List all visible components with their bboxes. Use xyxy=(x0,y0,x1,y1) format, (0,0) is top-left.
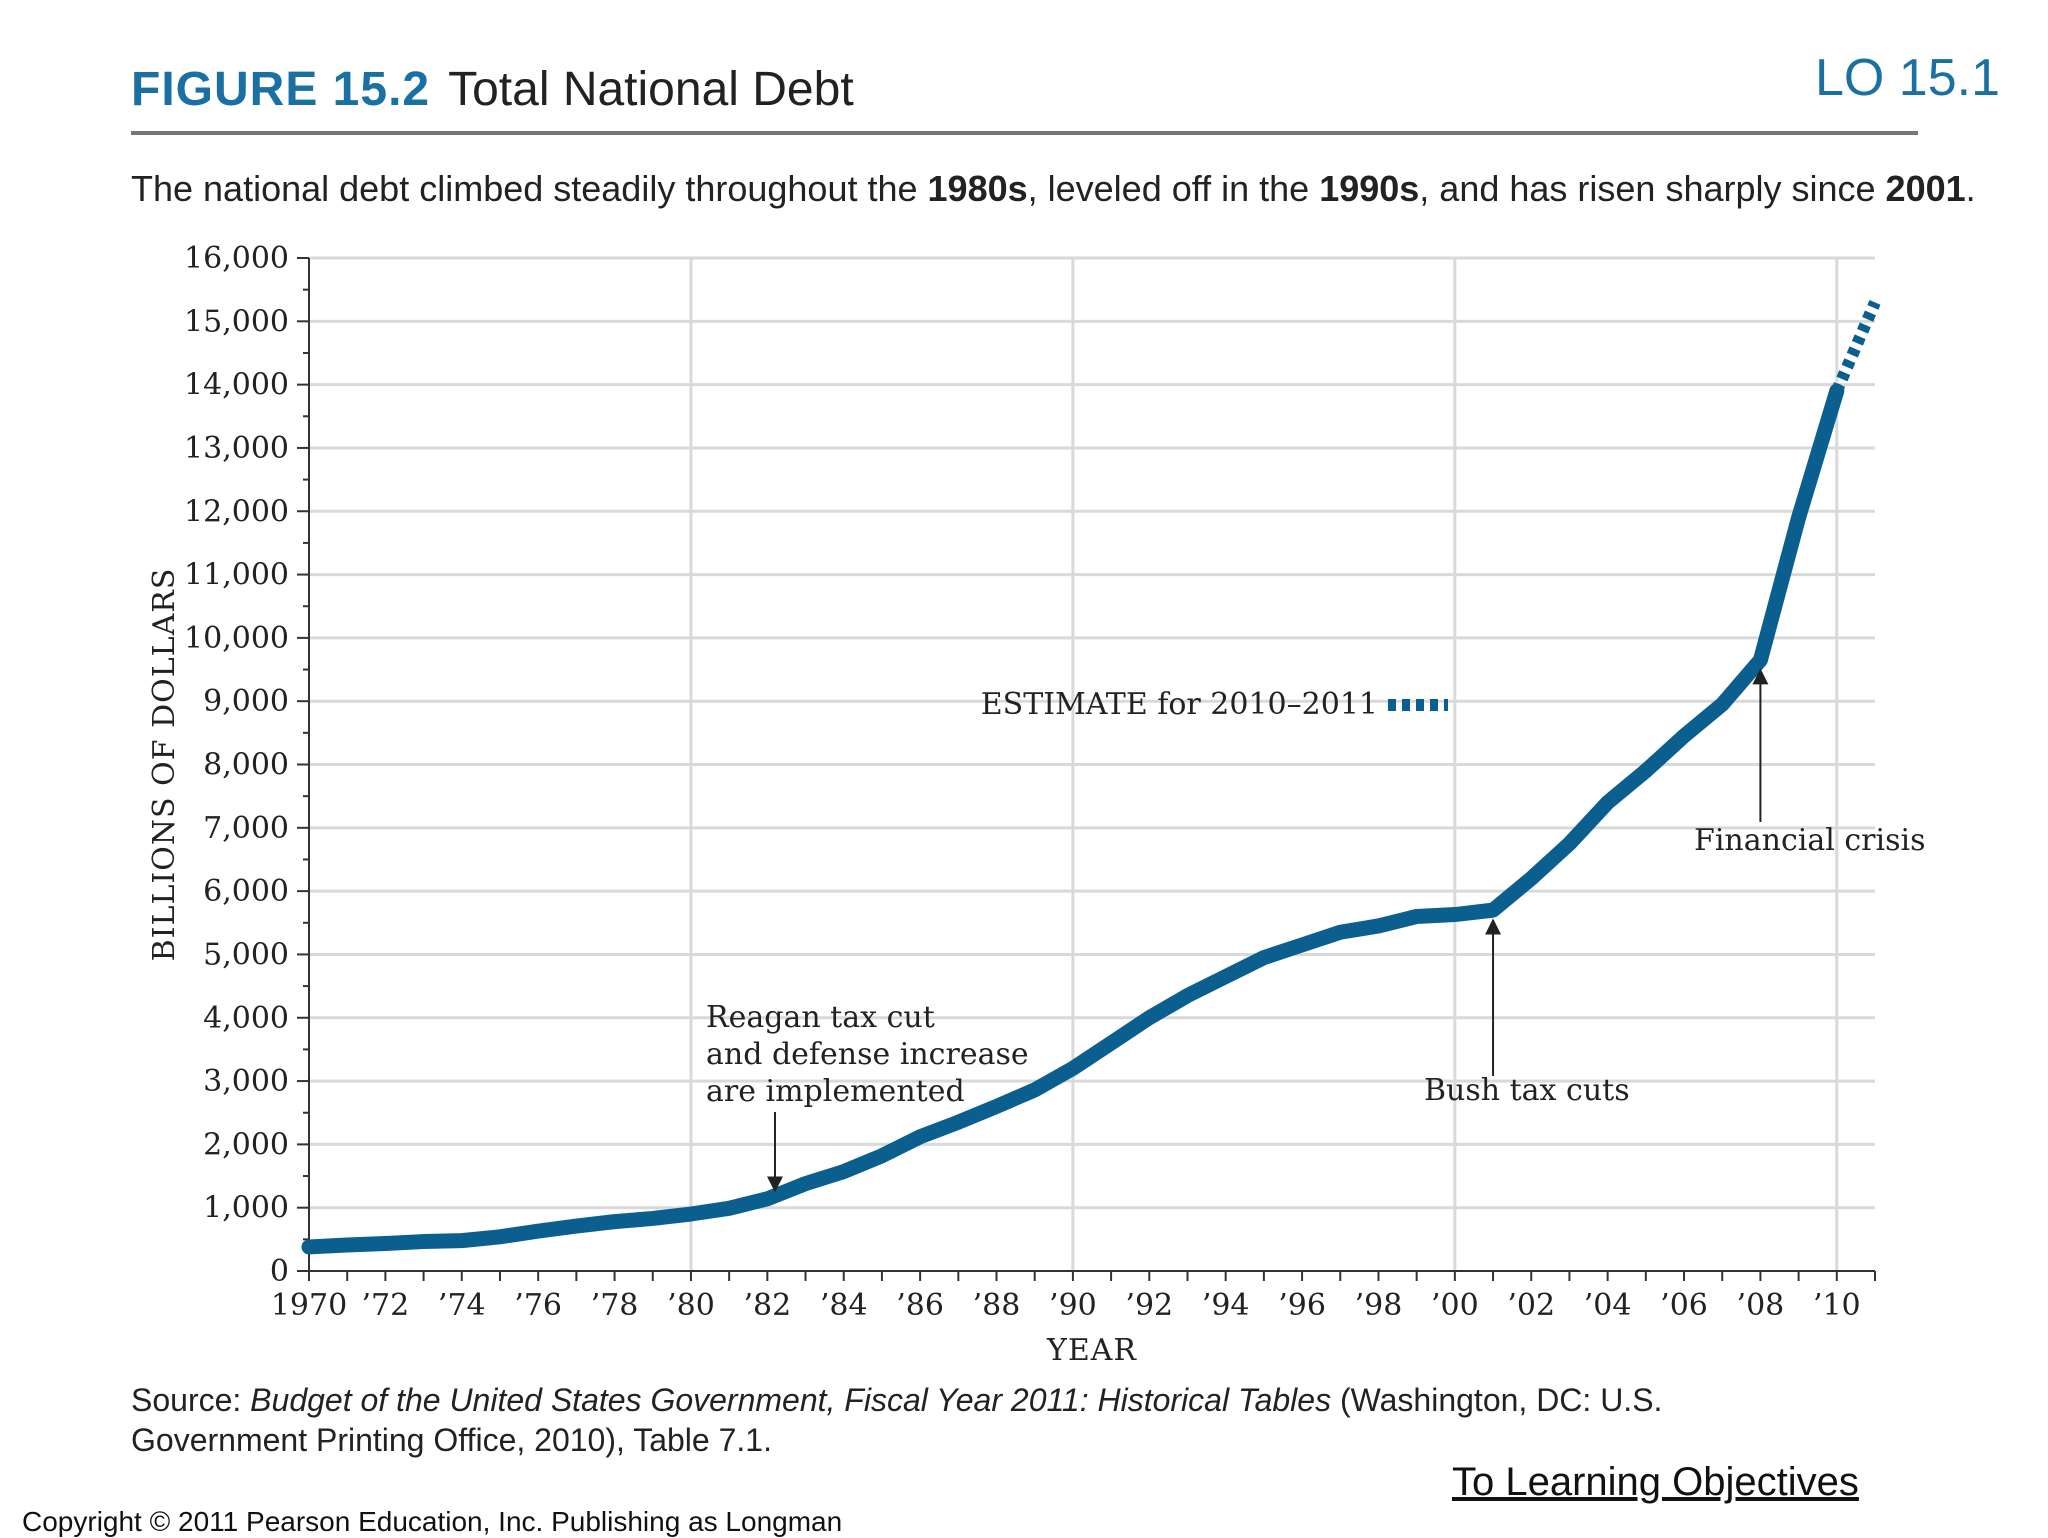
lo-label: LO 15.1 xyxy=(1814,49,2000,107)
x-tick-label: ’74 xyxy=(438,1288,486,1323)
heading-rule xyxy=(131,131,1918,135)
subtitle-part: 1980s xyxy=(927,168,1028,209)
subtitle-part: , and has risen sharply since xyxy=(1419,168,1886,209)
y-tick-label: 5,000 xyxy=(203,937,289,972)
figure-subtitle: The national debt climbed steadily throu… xyxy=(131,168,1976,210)
figure-heading: FIGURE 15.2 Total National Debt xyxy=(131,62,854,117)
x-tick-label: 1970 xyxy=(271,1288,347,1323)
figure-title: Total National Debt xyxy=(448,63,854,116)
copyright-notice: Copyright © 2011 Pearson Education, Inc.… xyxy=(22,1506,843,1537)
y-tick-label: 13,000 xyxy=(184,431,289,466)
x-tick-label: ’86 xyxy=(896,1288,944,1323)
x-tick-label: ’08 xyxy=(1737,1288,1785,1323)
x-tick-label: ’06 xyxy=(1660,1288,1708,1323)
subtitle-part: . xyxy=(1965,168,1976,209)
x-tick-label: ’10 xyxy=(1813,1288,1861,1323)
y-tick-label: 16,000 xyxy=(184,241,289,276)
y-tick-label: 15,000 xyxy=(184,304,289,339)
y-tick-label: 8,000 xyxy=(203,748,289,783)
y-tick-label: 4,000 xyxy=(203,1001,289,1036)
learning-objectives-link[interactable]: To Learning Objectives xyxy=(1452,1460,1859,1504)
y-tick-label: 3,000 xyxy=(203,1064,289,1099)
y-tick-label: 6,000 xyxy=(203,874,289,909)
x-tick-label: ’92 xyxy=(1125,1288,1173,1323)
source-title: Budget of the United States Government, … xyxy=(250,1382,1332,1418)
estimate-series-line xyxy=(1831,299,1881,394)
source-line2: Government Printing Office, 2010), Table… xyxy=(131,1422,772,1458)
debt-series-line xyxy=(301,383,1845,1255)
x-tick-label: ’78 xyxy=(591,1288,639,1323)
x-tick-label: ’98 xyxy=(1355,1288,1403,1323)
subtitle-part: 2001 xyxy=(1885,168,1966,209)
source-prefix: Source: xyxy=(131,1382,251,1418)
x-tick-label: ’82 xyxy=(743,1288,791,1323)
annotation-bush-text: Bush tax cuts xyxy=(1424,1073,1630,1108)
y-tick-label: 12,000 xyxy=(184,494,289,529)
y-tick-label: 7,000 xyxy=(203,811,289,846)
source-citation: Source: Budget of the United States Gove… xyxy=(131,1380,1662,1460)
x-tick-label: ’88 xyxy=(973,1288,1021,1323)
x-tick-label: ’76 xyxy=(514,1288,562,1323)
x-tick-label: ’94 xyxy=(1202,1288,1250,1323)
annotation-crisis-text: Financial crisis xyxy=(1694,823,1925,858)
y-tick-label: 0 xyxy=(270,1254,289,1289)
y-tick-label: 14,000 xyxy=(184,368,289,403)
x-tick-label: ’04 xyxy=(1584,1288,1632,1323)
figure-label: FIGURE 15.2 xyxy=(131,63,431,116)
annotation-reagan-text: and defense increase xyxy=(706,1037,1029,1072)
y-tick-label: 1,000 xyxy=(203,1191,289,1226)
x-tick-label: ’00 xyxy=(1431,1288,1479,1323)
y-tick-label: 11,000 xyxy=(184,558,289,593)
source-suffix: (Washington, DC: U.S. xyxy=(1331,1382,1663,1418)
subtitle-part: , leveled off in the xyxy=(1027,168,1320,209)
x-axis-title: YEAR xyxy=(1046,1333,1137,1368)
subtitle-part: The national debt climbed steadily throu… xyxy=(131,168,928,209)
x-tick-label: ’72 xyxy=(362,1288,410,1323)
annotation-reagan-text: Reagan tax cut xyxy=(706,1000,935,1035)
y-tick-label: 10,000 xyxy=(184,621,289,656)
annotation-reagan-text: are implemented xyxy=(706,1074,965,1109)
estimate-legend-label: ESTIMATE for 2010–2011 xyxy=(981,687,1378,722)
x-tick-label: ’84 xyxy=(820,1288,868,1323)
y-axis-title: BILLIONS OF DOLLARS xyxy=(147,568,182,962)
x-tick-label: ’80 xyxy=(667,1288,715,1323)
x-tick-label: ’90 xyxy=(1049,1288,1097,1323)
debt-chart: 0 1,000 2,000 3,000 4,000 5,000 6,000 7,000 8,00… xyxy=(147,241,1925,1368)
subtitle-part: 1990s xyxy=(1319,168,1420,209)
x-tick-label: ’02 xyxy=(1507,1288,1555,1323)
y-tick-label: 9,000 xyxy=(203,684,289,719)
y-tick-label: 2,000 xyxy=(203,1127,289,1162)
x-tick-label: ’96 xyxy=(1278,1288,1326,1323)
